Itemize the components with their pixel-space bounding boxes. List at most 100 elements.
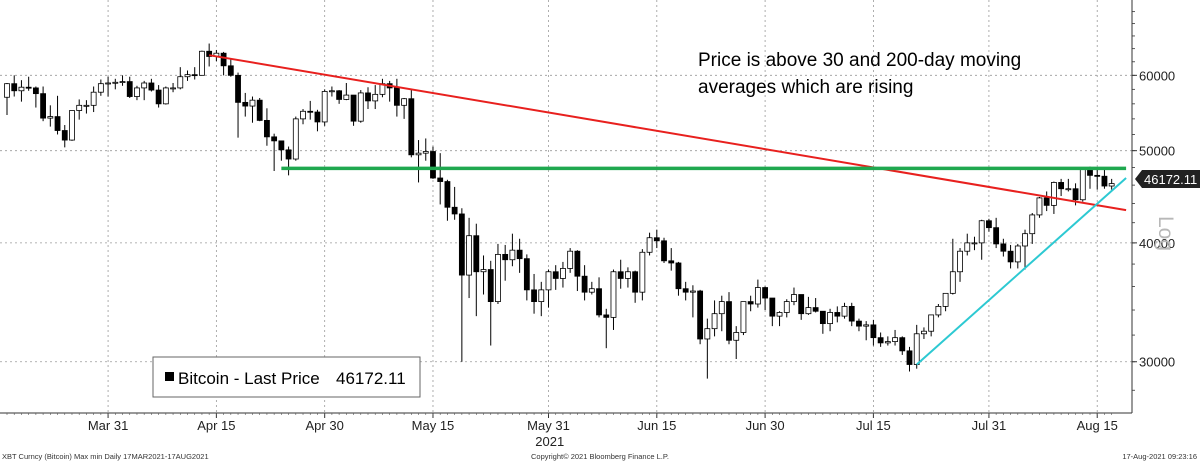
candle xyxy=(1101,167,1108,189)
candle-body-down xyxy=(798,294,805,315)
y-tick-label: 30000 xyxy=(1139,355,1175,370)
candle-body-up xyxy=(1065,188,1072,191)
candle-body-down xyxy=(220,52,227,67)
candle-body-down xyxy=(256,99,263,121)
candle xyxy=(971,236,978,251)
candle-body-up xyxy=(199,50,205,76)
candle-body-down xyxy=(393,87,400,106)
candle xyxy=(805,296,812,315)
x-tick-label: May 31 xyxy=(527,418,570,433)
candle xyxy=(704,318,711,379)
candle xyxy=(422,138,429,161)
candle xyxy=(812,298,819,313)
candle xyxy=(97,79,104,96)
candle-body-up xyxy=(791,294,797,303)
candle xyxy=(935,303,942,318)
candle-body-up xyxy=(321,91,328,123)
candle-body-down xyxy=(242,101,249,107)
candle-body-down xyxy=(430,151,436,179)
candle-body-up xyxy=(509,249,516,261)
candle-body-down xyxy=(552,271,559,279)
candle-body-down xyxy=(899,337,906,352)
candle-body-up xyxy=(480,269,487,273)
candle xyxy=(819,310,826,334)
candle-body-down xyxy=(264,120,270,138)
candle xyxy=(675,261,682,296)
candle xyxy=(856,318,862,332)
last-price-tag-value: 46172.11 xyxy=(1144,172,1197,187)
candle xyxy=(552,265,559,290)
candle-body-down xyxy=(307,110,314,113)
candle-body-down xyxy=(336,90,343,100)
candle xyxy=(733,326,740,359)
legend-last-price: 46172.11 xyxy=(336,369,406,388)
candle xyxy=(444,179,451,221)
candle-body-down xyxy=(155,89,162,105)
candle xyxy=(54,95,61,135)
candlestick-series xyxy=(4,43,1115,379)
candle xyxy=(393,78,400,117)
candle xyxy=(487,260,494,346)
candle-body-up xyxy=(704,328,711,340)
candle xyxy=(177,67,184,90)
candle-body-down xyxy=(206,50,213,57)
candle xyxy=(451,186,458,220)
candle-body-up xyxy=(884,341,891,344)
candle xyxy=(841,302,848,319)
candle-body-up xyxy=(892,337,898,342)
candle-body-down xyxy=(502,253,509,261)
annotation-line-1: Price is above 30 and 200-day moving xyxy=(698,50,1021,71)
candle-body-up xyxy=(415,152,422,156)
candle xyxy=(1065,178,1072,192)
candle-body-up xyxy=(964,242,971,252)
candle-body-down xyxy=(726,301,732,341)
candle xyxy=(170,82,176,93)
candle xyxy=(379,78,386,98)
candle xyxy=(495,243,501,304)
candle xyxy=(516,238,523,273)
candle-body-up xyxy=(292,118,299,160)
candle-body-up xyxy=(949,271,956,294)
candle-body-down xyxy=(191,74,198,77)
candle xyxy=(639,249,646,301)
candle xyxy=(776,311,783,327)
candle-body-down xyxy=(747,301,754,305)
candle xyxy=(596,277,602,318)
candle-body-up xyxy=(495,253,501,303)
candle-body-down xyxy=(1094,174,1101,177)
candle-body-down xyxy=(61,130,68,141)
candle xyxy=(632,270,639,303)
candle-body-up xyxy=(971,242,978,245)
x-tick-label: Jun 30 xyxy=(746,418,785,433)
candle xyxy=(235,72,241,138)
candle-body-down xyxy=(812,307,819,312)
candle-body-down xyxy=(1058,182,1065,190)
candle-body-up xyxy=(588,288,595,293)
candle-body-up xyxy=(1051,182,1057,206)
candle xyxy=(69,110,75,141)
candle-body-up xyxy=(69,110,75,141)
candle-body-up xyxy=(466,235,472,276)
candle xyxy=(567,248,574,273)
candle-body-up xyxy=(610,271,617,318)
candle xyxy=(848,302,855,327)
candle-body-up xyxy=(545,271,552,291)
candle-body-up xyxy=(538,289,545,303)
candle xyxy=(921,327,927,339)
candle-body-up xyxy=(249,99,256,107)
candle-body-up xyxy=(740,301,747,333)
candle-body-up xyxy=(805,307,812,315)
candle-body-up xyxy=(863,324,870,327)
candle-body-down xyxy=(451,206,458,215)
candle-body-up xyxy=(134,87,140,97)
candle xyxy=(249,96,256,123)
candle xyxy=(697,289,704,345)
candle-body-down xyxy=(596,288,602,316)
candle-body-down xyxy=(1043,197,1050,206)
x-tick-label: Apr 30 xyxy=(306,418,344,433)
candle xyxy=(718,295,725,332)
candle-body-up xyxy=(827,312,833,325)
candle-body-up xyxy=(639,251,646,293)
candle xyxy=(1108,178,1115,190)
candle xyxy=(798,294,805,320)
